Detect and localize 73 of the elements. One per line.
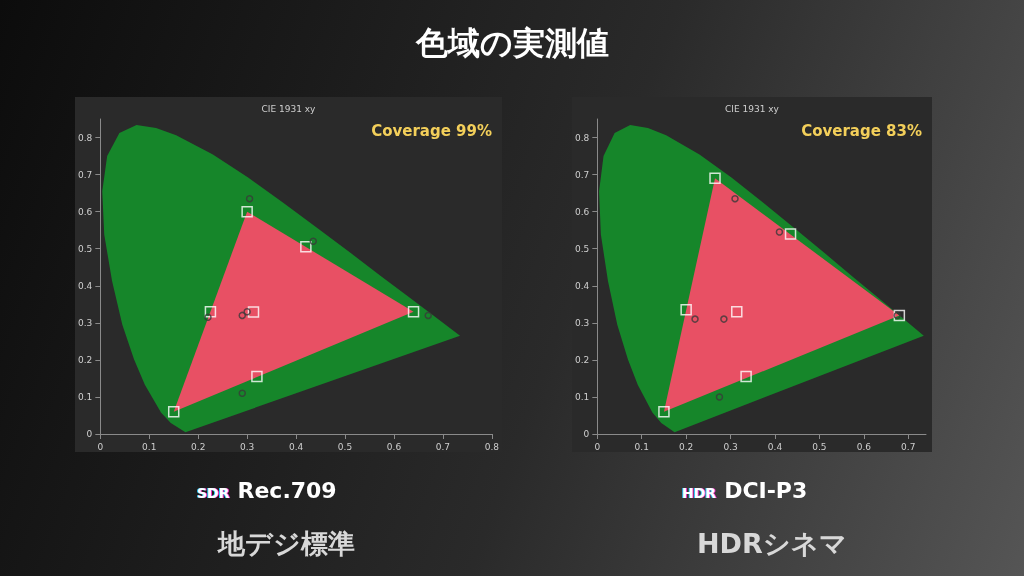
y-tick-label: 0.5	[574, 243, 590, 254]
y-tick-label: 0.7	[77, 169, 93, 180]
point	[658, 406, 670, 418]
chart-title: 色域の実測値	[414, 23, 610, 64]
point	[407, 305, 420, 318]
point	[893, 311, 901, 320]
y-tick-label: 0.1	[574, 391, 590, 402]
text: SDR	[197, 485, 230, 501]
x-tick-label: 0.2	[191, 441, 206, 452]
point	[731, 194, 739, 203]
x-tick-label: 0	[97, 441, 104, 452]
y-tick-label: 0.6	[574, 206, 590, 217]
y-tick-label: 0.4	[77, 280, 93, 291]
x-tick-label: 0.1	[634, 441, 649, 452]
text: DCI-P3	[724, 478, 808, 503]
x-tick-label: 0.7	[901, 441, 916, 452]
y-tick-label: 0.3	[574, 317, 590, 328]
x-tick-label: 0	[594, 441, 601, 452]
point	[309, 237, 317, 246]
annotation: Coverage 83%	[801, 121, 923, 140]
x-tick-label: 0.6	[856, 441, 872, 452]
y-tick-label: 0.8	[77, 132, 93, 143]
point	[204, 305, 217, 318]
chart-subtitle: CIE 1931 xy	[725, 103, 780, 114]
point	[251, 370, 263, 383]
point	[893, 309, 906, 322]
point	[775, 228, 784, 236]
y-tick-label: 0.4	[574, 280, 590, 291]
point	[680, 304, 692, 316]
point	[247, 306, 260, 318]
point	[731, 305, 743, 318]
y-tick-label: 0.6	[77, 206, 93, 217]
x-tick-label: 0.4	[767, 441, 783, 452]
x-tick-label: 0.5	[812, 441, 827, 452]
point	[241, 205, 253, 218]
y-tick-label: 0.3	[77, 317, 93, 328]
point	[243, 307, 251, 316]
y-tick-label: 0.1	[77, 391, 93, 402]
x-tick-label: 0.8	[484, 441, 500, 452]
x-tick-label: 0.3	[239, 441, 255, 452]
point	[245, 194, 254, 203]
text: HDRシネマ	[697, 527, 847, 561]
y-tick-label: 0	[86, 429, 93, 439]
y-tick-label: 0.5	[77, 243, 93, 254]
point	[300, 241, 312, 253]
point	[691, 315, 699, 323]
x-tick-label: 0.7	[435, 441, 451, 452]
x-tick-label: 0.2	[678, 441, 694, 452]
point	[740, 370, 752, 383]
point	[424, 311, 432, 320]
point	[715, 393, 724, 401]
annotation: Coverage 99%	[371, 121, 493, 140]
text: Rec.709	[237, 478, 337, 503]
y-tick-label: 0	[583, 429, 590, 439]
x-tick-label: 0.4	[288, 441, 304, 452]
x-tick-label: 0.5	[337, 441, 353, 452]
point	[238, 389, 246, 397]
y-tick-label: 0.7	[574, 169, 590, 180]
chart-subtitle: CIE 1931 xy	[261, 103, 317, 114]
x-tick-label: 0.6	[386, 441, 402, 452]
y-tick-label: 0.8	[574, 132, 590, 143]
point	[204, 313, 212, 322]
point	[784, 228, 797, 240]
text: HDR	[682, 485, 717, 501]
y-tick-label: 0.2	[77, 354, 93, 365]
point	[709, 172, 721, 185]
text: 地デジ標準	[218, 527, 355, 561]
point	[720, 315, 728, 323]
point	[238, 311, 246, 320]
x-tick-label: 0.1	[142, 441, 157, 452]
x-tick-label: 0.3	[723, 441, 738, 452]
point	[167, 406, 180, 418]
y-tick-label: 0.2	[574, 354, 590, 365]
